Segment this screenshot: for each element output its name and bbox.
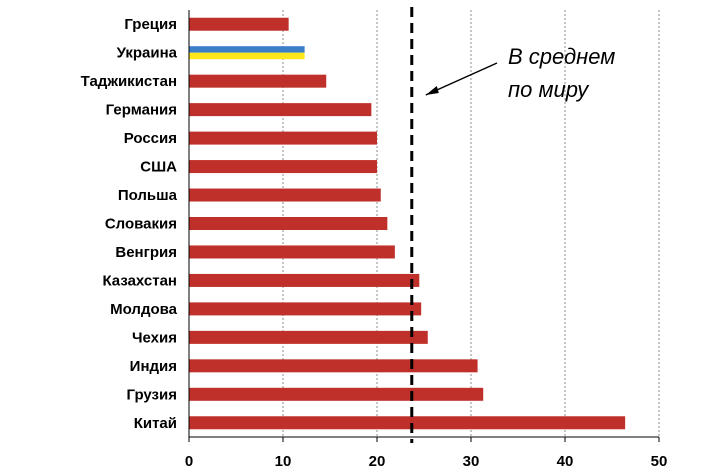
bar [189,359,478,373]
category-label: Индия [130,358,177,375]
annotation-text: В среднем [508,44,615,69]
category-label: Польша [118,187,178,204]
bar-flag-bottom [189,52,305,60]
annotation-arrowhead [425,86,439,95]
category-label: Словакия [105,216,177,233]
bar [189,74,327,88]
bar [189,273,420,287]
category-label: США [140,159,177,176]
category-label: Чехия [132,329,177,346]
bar [189,131,377,145]
category-label: Германия [106,102,177,119]
category-label: Россия [124,130,177,147]
category-label: Китай [134,415,177,432]
bar [189,17,289,31]
category-label: Таджикистан [81,73,177,90]
category-label: Казахстан [102,272,177,289]
category-labels: Греция Украина Таджикистан Германия Россия СШ… [81,16,178,432]
bar [189,46,305,60]
bars [189,17,626,430]
category-label: Венгрия [115,244,177,261]
bar-flag-top [189,46,305,53]
bar [189,245,395,259]
annotation-text: по миру [508,77,590,102]
category-label: Греция [124,16,177,33]
tick-label: 30 [463,453,480,470]
tick-label: 0 [185,453,193,470]
tick-label: 20 [369,453,386,470]
bar [189,416,626,430]
category-label: Грузия [127,386,177,403]
tick-label: 40 [557,453,574,470]
x-axis: 0 10 20 30 40 50 [185,10,668,470]
bar [189,330,428,344]
annotation: В среднем по миру [425,44,615,102]
category-label: Молдова [110,301,178,318]
bar [189,387,484,401]
bar [189,188,381,202]
bar [189,160,377,174]
category-label: Украина [117,45,178,62]
tick-label: 50 [651,453,668,470]
bar [189,217,388,230]
bar [189,103,372,117]
bar [189,302,422,316]
tick-label: 10 [275,453,292,470]
